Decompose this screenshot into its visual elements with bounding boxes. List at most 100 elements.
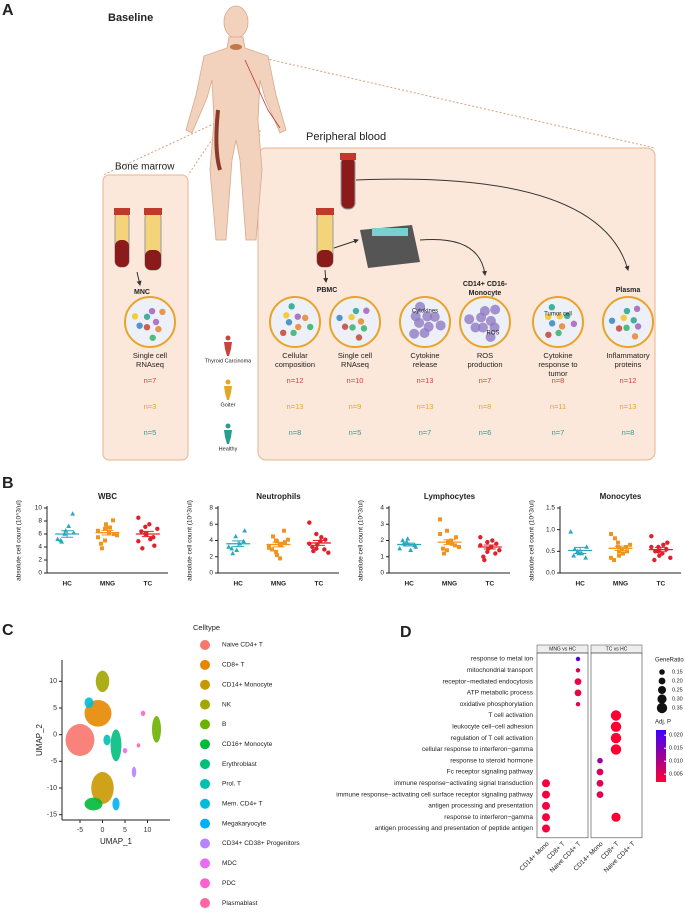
cell <box>419 327 430 338</box>
cell <box>143 323 151 331</box>
point <box>111 518 115 523</box>
cell <box>555 329 562 337</box>
y-tick-label: 8 <box>38 518 42 525</box>
cell <box>545 331 552 338</box>
y-tick-label: 0 <box>53 732 57 739</box>
point <box>307 541 312 546</box>
y-tick-label: 5 <box>53 705 57 712</box>
cell <box>152 318 160 326</box>
cell <box>479 306 490 317</box>
count: n=3 <box>144 402 157 411</box>
point <box>115 533 119 538</box>
point <box>307 520 312 525</box>
y-axis-label: absolute cell count (10^3/ul) <box>358 500 365 581</box>
cell <box>631 333 639 340</box>
point <box>665 540 670 545</box>
legend-swatch <box>200 719 210 730</box>
color-tick-label: 0.005 <box>669 772 683 778</box>
size-key <box>659 669 665 675</box>
point <box>100 546 104 551</box>
point <box>275 553 279 558</box>
section-title: Peripheral blood <box>306 131 386 143</box>
point <box>66 523 72 528</box>
count: n=13 <box>417 402 434 411</box>
y-tick-label: -10 <box>47 785 57 792</box>
count: n=13 <box>417 376 434 385</box>
legend-swatch <box>200 898 210 909</box>
legend-label: Healthy <box>219 446 238 452</box>
legend-label: B <box>222 721 226 728</box>
point <box>453 543 457 548</box>
point <box>230 550 236 556</box>
size-key-label: 0.20 <box>672 678 683 684</box>
point <box>103 538 107 543</box>
point <box>283 540 287 545</box>
cluster <box>95 670 110 692</box>
point <box>286 537 290 542</box>
cell <box>489 322 500 333</box>
legend-label: Goiter <box>221 402 236 408</box>
y-tick-label: 2 <box>380 537 384 544</box>
point <box>96 528 100 533</box>
term-label: mitochondrial transport <box>467 667 533 674</box>
point <box>445 548 449 553</box>
point <box>70 511 76 516</box>
x-tick-label: TC <box>656 581 665 588</box>
cell <box>348 313 355 321</box>
sem-bar <box>443 539 456 546</box>
assay-label: Cellular <box>282 351 308 360</box>
legend-label: Thyroid Carcinoma <box>205 358 252 364</box>
assay-label: Single cell <box>133 351 168 360</box>
size-key <box>658 686 666 694</box>
term-label: Fc receptor signaling pathway <box>447 769 534 776</box>
cell <box>290 329 297 337</box>
x-tick-label: MNG <box>613 581 628 588</box>
cluster <box>110 729 122 762</box>
sem-bar <box>312 540 325 546</box>
point <box>152 543 157 548</box>
point <box>397 546 403 551</box>
chart-title: Monocytes <box>600 492 642 501</box>
count: n=13 <box>287 402 304 411</box>
cell <box>341 323 349 330</box>
count: n=8 <box>552 376 565 385</box>
point <box>282 528 286 533</box>
point <box>104 526 108 531</box>
assay-label: Cytokine <box>410 351 439 360</box>
cell <box>148 307 156 315</box>
count: n=13 <box>620 402 637 411</box>
peripheral-box <box>257 147 656 461</box>
legend-label: Megakaryocyte <box>222 820 266 827</box>
x-axis-label: UMAP_1 <box>100 837 133 846</box>
y-tick-label: 1.5 <box>546 505 555 512</box>
x-tick-label: 10 <box>144 827 152 834</box>
sem-bar <box>403 542 416 547</box>
point <box>616 540 620 545</box>
point <box>274 549 278 554</box>
panel-label: A <box>2 2 14 19</box>
facet-panel <box>536 652 589 839</box>
section-title: Bone marrow <box>115 162 175 173</box>
point <box>617 553 621 558</box>
point <box>148 537 153 542</box>
point <box>485 549 490 555</box>
sem-bar <box>272 541 285 548</box>
count: n=10 <box>347 376 364 385</box>
point <box>609 555 613 560</box>
sem-bar <box>483 544 496 550</box>
cell <box>307 323 314 331</box>
point <box>438 517 442 522</box>
point <box>242 528 248 533</box>
point <box>616 545 620 549</box>
cluster <box>84 697 94 709</box>
point <box>652 557 657 563</box>
cell <box>294 313 302 320</box>
color-tick-label: 0.015 <box>669 746 683 752</box>
cell <box>131 313 139 320</box>
legend-label: CD16+ Monocyte <box>222 741 273 748</box>
y-axis-label: absolute cell count (10^3/ul) <box>16 500 23 581</box>
sem-bar <box>61 530 74 538</box>
cell <box>435 320 446 331</box>
person-head <box>225 379 231 385</box>
